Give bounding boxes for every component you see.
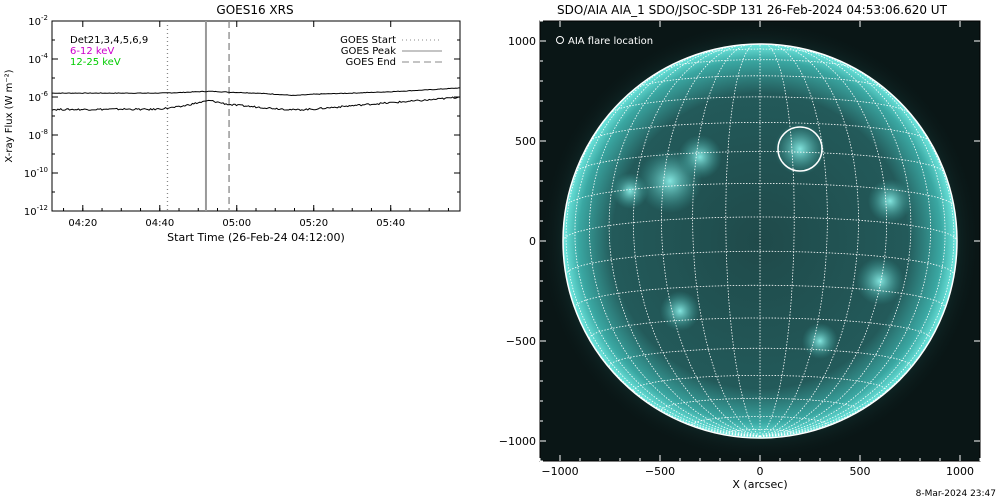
goes-x-axis: 04:20 04:40 05:00 05:20 05:40 xyxy=(63,21,449,229)
aia-legend-label: AIA flare location xyxy=(568,36,653,47)
heliographic-grid xyxy=(563,44,957,437)
goes-marker-legend-label: GOES End xyxy=(346,57,396,68)
longitude-grid-line xyxy=(565,80,761,437)
aia-y-tick-label: −500 xyxy=(506,335,536,348)
goes-series-line xyxy=(51,96,461,111)
longitude-grid-line xyxy=(759,55,946,437)
longitude-grid-line xyxy=(608,46,761,437)
latitude-grid-line xyxy=(565,250,955,276)
latitude-grid-line xyxy=(661,397,859,411)
aia-image-title: SDO/AIA AIA_1 SDO/JSOC-SDP 131 26-Feb-20… xyxy=(557,3,948,17)
aia-x-tick-label: −1000 xyxy=(541,465,578,478)
goes-y-tick-label: 10-10 xyxy=(24,166,48,180)
goes-x-tick-label: 05:40 xyxy=(376,218,405,229)
aia-image-panel: SDO/AIA AIA_1 SDO/JSOC-SDP 131 26-Feb-20… xyxy=(499,3,981,491)
longitude-grid-line xyxy=(632,45,761,437)
aia-x-tick-label: 0 xyxy=(757,465,764,478)
goes-x-tick-label: 04:20 xyxy=(68,218,97,229)
goes-detector-legend-label: Det21,3,4,5,6,9 xyxy=(70,35,148,46)
flare-location-circle xyxy=(777,126,823,172)
goes-y-axis-label: X-ray Flux (W m⁻²) xyxy=(4,69,15,162)
aia-legend-circle-icon xyxy=(556,36,564,44)
goes-detector-legend-label: 6-12 keV xyxy=(70,46,114,57)
aia-x-tick-label: −500 xyxy=(645,465,675,478)
goes-event-markers xyxy=(166,21,230,211)
aia-legend: AIA flare location xyxy=(556,36,653,47)
goes-detector-legend-label: 12-25 keV xyxy=(70,57,121,68)
longitude-grid-line xyxy=(759,45,888,437)
longitude-grid-line xyxy=(759,80,955,437)
goes-y-tick-label: 10-8 xyxy=(28,128,48,142)
aia-x-axis-label: X (arcsec) xyxy=(732,478,787,491)
active-region-glow xyxy=(660,291,700,331)
longitude-grid-line xyxy=(725,44,761,437)
aia-x-tick-label: 500 xyxy=(850,465,871,478)
goes-series-line xyxy=(52,87,460,97)
latitude-grid-line xyxy=(590,121,930,142)
goes-chart-title: GOES16 XRS xyxy=(216,3,293,17)
active-region-glow xyxy=(678,135,722,179)
goes-marker-legend-label: GOES Start xyxy=(340,35,396,46)
longitude-grid-line xyxy=(759,44,859,437)
goes-x-tick-label: 05:20 xyxy=(299,218,328,229)
longitude-grid-line xyxy=(574,55,761,437)
active-region-glow xyxy=(856,257,904,305)
latitude-grid-line xyxy=(574,151,946,174)
longitude-grid-line xyxy=(661,44,761,437)
aia-x-axis: −1000 −500 0 500 1000 xyxy=(539,21,981,478)
active-region-glow xyxy=(802,323,838,359)
aia-y-tick-label: 0 xyxy=(529,235,536,248)
aia-y-tick-label: 1000 xyxy=(508,35,536,48)
goes-xrs-panel: GOES16 XRS 10-2 10-4 10-6 10-8 10-10 10-12 04… xyxy=(4,3,461,244)
longitude-grid-line xyxy=(759,44,795,437)
longitude-grid-line xyxy=(759,48,932,437)
aia-y-tick-label: 500 xyxy=(515,135,536,148)
goes-marker-legend-label: GOES Peak xyxy=(341,46,396,57)
goes-y-tick-label: 10-4 xyxy=(28,52,48,66)
aia-y-axis: 1000 500 0 −500 −1000 xyxy=(499,20,980,462)
longitude-grid-line xyxy=(588,48,761,437)
active-region-glow xyxy=(774,123,826,175)
goes-y-tick-label: 10-2 xyxy=(28,14,48,28)
active-region-glow xyxy=(868,179,912,223)
goes-x-tick-label: 04:40 xyxy=(145,218,174,229)
longitude-grid-line xyxy=(759,44,828,437)
aia-x-tick-label: 1000 xyxy=(946,465,974,478)
solar-limb xyxy=(562,43,958,439)
active-region-glow xyxy=(612,173,648,209)
goes-flux-series xyxy=(51,87,461,111)
aia-y-tick-label: −1000 xyxy=(499,435,536,448)
goes-y-tick-label: 10-12 xyxy=(24,204,48,218)
footer-timestamp: 8-Mar-2024 23:47 xyxy=(916,489,996,499)
longitude-grid-line xyxy=(759,46,912,437)
goes-y-tick-label: 10-6 xyxy=(28,90,48,104)
goes-x-tick-label: 05:00 xyxy=(222,218,251,229)
longitude-grid-line xyxy=(692,44,761,437)
goes-x-axis-label: Start Time (26-Feb-24 04:12:00) xyxy=(167,231,345,244)
